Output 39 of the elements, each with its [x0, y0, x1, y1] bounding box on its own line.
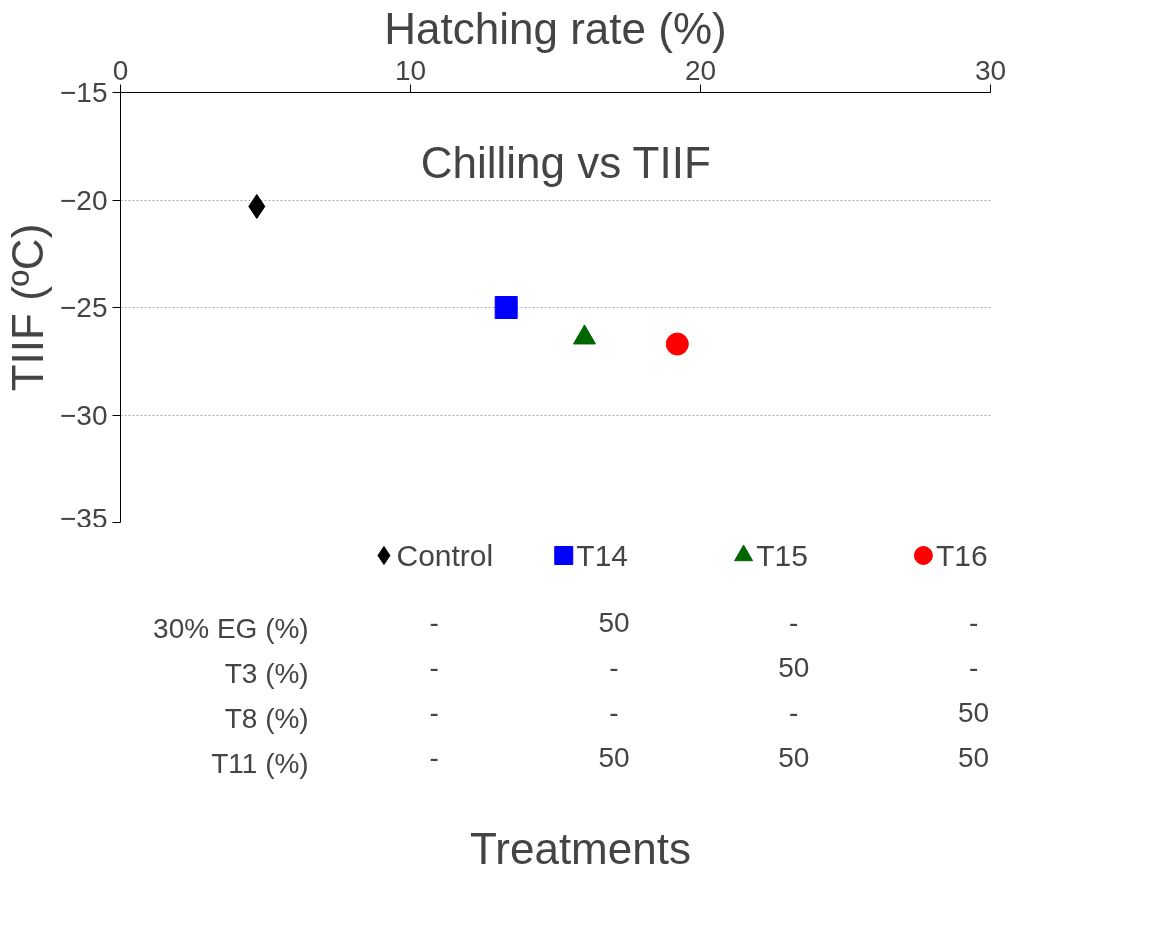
text: - — [789, 696, 799, 728]
x-tick-label: 10 — [394, 54, 427, 86]
y-tick-label: −20 — [60, 184, 108, 216]
text: T8 (%) — [224, 702, 309, 734]
text: Chilling vs TIIF — [420, 138, 711, 188]
legend-label: Control — [396, 539, 494, 572]
legend-label: T16 — [935, 539, 988, 572]
text: - — [609, 651, 619, 683]
point — [494, 296, 518, 319]
x-tick-label: 0 — [112, 54, 129, 86]
text: T3 (%) — [224, 657, 309, 689]
text: - — [429, 696, 439, 728]
y-tick-label: −25 — [60, 292, 108, 323]
legend-label: T14 — [576, 539, 629, 572]
y-tick-label: −35 — [60, 502, 108, 534]
legend-label: T15 — [756, 539, 808, 572]
y-axis-title: TIIF (ºC) — [3, 223, 52, 392]
text: - — [429, 606, 439, 638]
text: - — [789, 606, 799, 638]
text: 50 — [598, 606, 630, 638]
text: - — [609, 696, 619, 728]
text: - — [429, 651, 439, 683]
text: - — [968, 651, 979, 683]
y-tick-label: −15 — [60, 77, 108, 108]
text: - — [429, 741, 439, 773]
text: 50 — [778, 651, 810, 683]
point — [665, 332, 689, 356]
text: 50 — [958, 696, 990, 728]
text: Treatments — [470, 823, 691, 873]
x-tick-label: 20 — [684, 54, 717, 86]
x-tick-label: 30 — [974, 54, 1007, 86]
text: T11 (%) — [211, 747, 309, 779]
text: 30% EG (%) — [153, 612, 309, 644]
y-tick-label: −30 — [60, 399, 108, 431]
x-axis-title: Hatching rate (%) — [384, 3, 727, 53]
text: 50 — [958, 741, 990, 773]
text: 50 — [778, 741, 810, 773]
text: - — [968, 606, 979, 638]
text: 50 — [598, 741, 630, 773]
